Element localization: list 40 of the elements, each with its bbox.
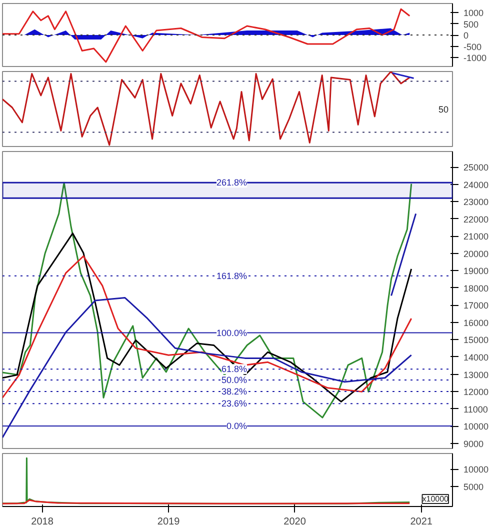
y-tick-label: 23000 bbox=[464, 197, 489, 208]
y-tick-label: 20000 bbox=[464, 248, 489, 259]
y-tick-label: 12000 bbox=[464, 387, 489, 398]
annotation: 161.8% bbox=[216, 270, 248, 281]
y-tick-label: 18000 bbox=[464, 283, 489, 294]
annotation: 61.8% bbox=[222, 364, 248, 374]
y-tick-label: 15000 bbox=[464, 335, 489, 346]
y-tick-label: 14000 bbox=[464, 352, 489, 362]
y-tick-label: 17000 bbox=[464, 300, 489, 311]
annotation: 261.8% bbox=[216, 178, 248, 188]
x-tick-label: 2019 bbox=[157, 516, 180, 527]
x-tick-label: 2021 bbox=[410, 516, 433, 527]
y-tick-label: 10000 bbox=[464, 422, 489, 432]
y-tick-label: 19000 bbox=[464, 266, 489, 276]
y-tick-label: 10000 bbox=[464, 464, 489, 475]
y-tick-label: 11000 bbox=[464, 404, 488, 414]
y-tick-label: 500 bbox=[464, 19, 479, 30]
x-tick-label: 2020 bbox=[284, 516, 306, 527]
y-tick-label: 25000 bbox=[464, 162, 489, 173]
annotation: 50 bbox=[438, 104, 449, 114]
y-tick-label: 5000 bbox=[464, 482, 484, 492]
y-tick-label: 22000 bbox=[464, 214, 489, 224]
y-tick-label: -1000 bbox=[464, 53, 487, 63]
annotation: 0.0% bbox=[226, 421, 248, 432]
y-tick-label: 9000 bbox=[464, 438, 484, 449]
y-tick-label: 0 bbox=[464, 30, 469, 40]
annotation: 38.2% bbox=[222, 386, 248, 397]
y-tick-label: 1000 bbox=[464, 8, 484, 18]
annotation: 100.0% bbox=[216, 328, 248, 338]
y-tick-label: 13000 bbox=[464, 370, 489, 380]
x-tick-label: 2018 bbox=[31, 516, 54, 527]
annotation: 23.6% bbox=[222, 398, 248, 409]
annotation: 50.0% bbox=[222, 374, 248, 385]
line-series bbox=[2, 8, 410, 63]
y-tick-label: 24000 bbox=[464, 180, 489, 190]
line-series bbox=[2, 255, 412, 398]
y-tick-label: 21000 bbox=[464, 232, 489, 242]
y-tick-label: -500 bbox=[464, 42, 482, 52]
y-tick-label: 16000 bbox=[464, 318, 489, 328]
annotation: x10000 bbox=[422, 494, 450, 504]
